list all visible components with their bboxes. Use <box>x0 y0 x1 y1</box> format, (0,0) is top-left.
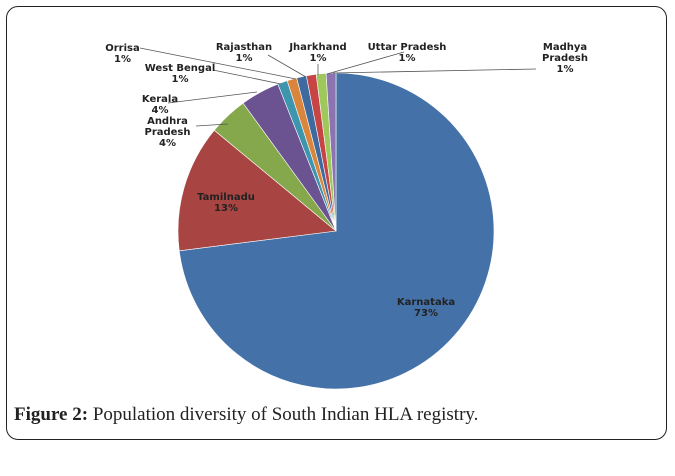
caption-text: Population diversity of South Indian HLA… <box>92 404 479 425</box>
slice-label: Rajasthan 1% <box>214 42 274 64</box>
slice-name: West Bengal <box>144 63 216 74</box>
slice-label: West Bengal 1% <box>140 63 220 85</box>
slice-label: Jharkhand 1% <box>287 42 349 64</box>
slice-name: Jharkhand <box>289 42 347 53</box>
caption-label: Figure 2: <box>14 404 89 425</box>
pie-slice <box>177 129 337 252</box>
slice-percent: 1% <box>398 53 416 64</box>
slice-label: Tamilnadu 13% <box>190 192 262 214</box>
slice-percent: 13% <box>214 203 238 214</box>
slice-name: Tamilnadu <box>197 192 255 203</box>
slice-name: Rajasthan <box>215 42 273 53</box>
leader-line <box>195 123 229 127</box>
slice-percent: 1% <box>114 54 131 65</box>
slice-name: Uttar Pradesh <box>367 42 447 53</box>
leader-line <box>167 91 258 104</box>
slice-percent: 1% <box>171 74 189 85</box>
slice-label: Karnataka 73% <box>390 297 462 319</box>
slice-percent: 4% <box>159 138 176 149</box>
slice-label: Madhya Pradesh 1% <box>535 42 595 75</box>
leader-line <box>267 54 307 78</box>
slice-name: Kerala <box>141 94 179 105</box>
slice-percent: 1% <box>556 64 574 75</box>
leader-line <box>139 47 297 80</box>
slice-percent: 73% <box>414 308 438 319</box>
leader-line <box>326 51 405 75</box>
slice-percent: 1% <box>309 53 327 64</box>
slice-label: Kerala 4% <box>140 94 180 116</box>
slice-name: Orrisa <box>105 43 140 54</box>
slice-percent: 4% <box>151 105 169 116</box>
leader-line <box>212 69 282 85</box>
slice-name: Madhya Pradesh <box>541 42 589 64</box>
pie-slice <box>178 72 495 390</box>
slice-name: Karnataka <box>396 297 456 308</box>
leader-line <box>332 68 537 74</box>
slice-label: Uttar Pradesh 1% <box>364 42 450 64</box>
slice-label: Orrisa 1% <box>100 43 145 65</box>
chart-frame <box>6 6 667 440</box>
slice-label: Andhra Pradesh 4% <box>140 116 195 149</box>
slice-name: Andhra Pradesh <box>144 116 191 138</box>
slice-percent: 1% <box>235 53 253 64</box>
caption: Figure 2: Population diversity of South … <box>14 404 478 426</box>
